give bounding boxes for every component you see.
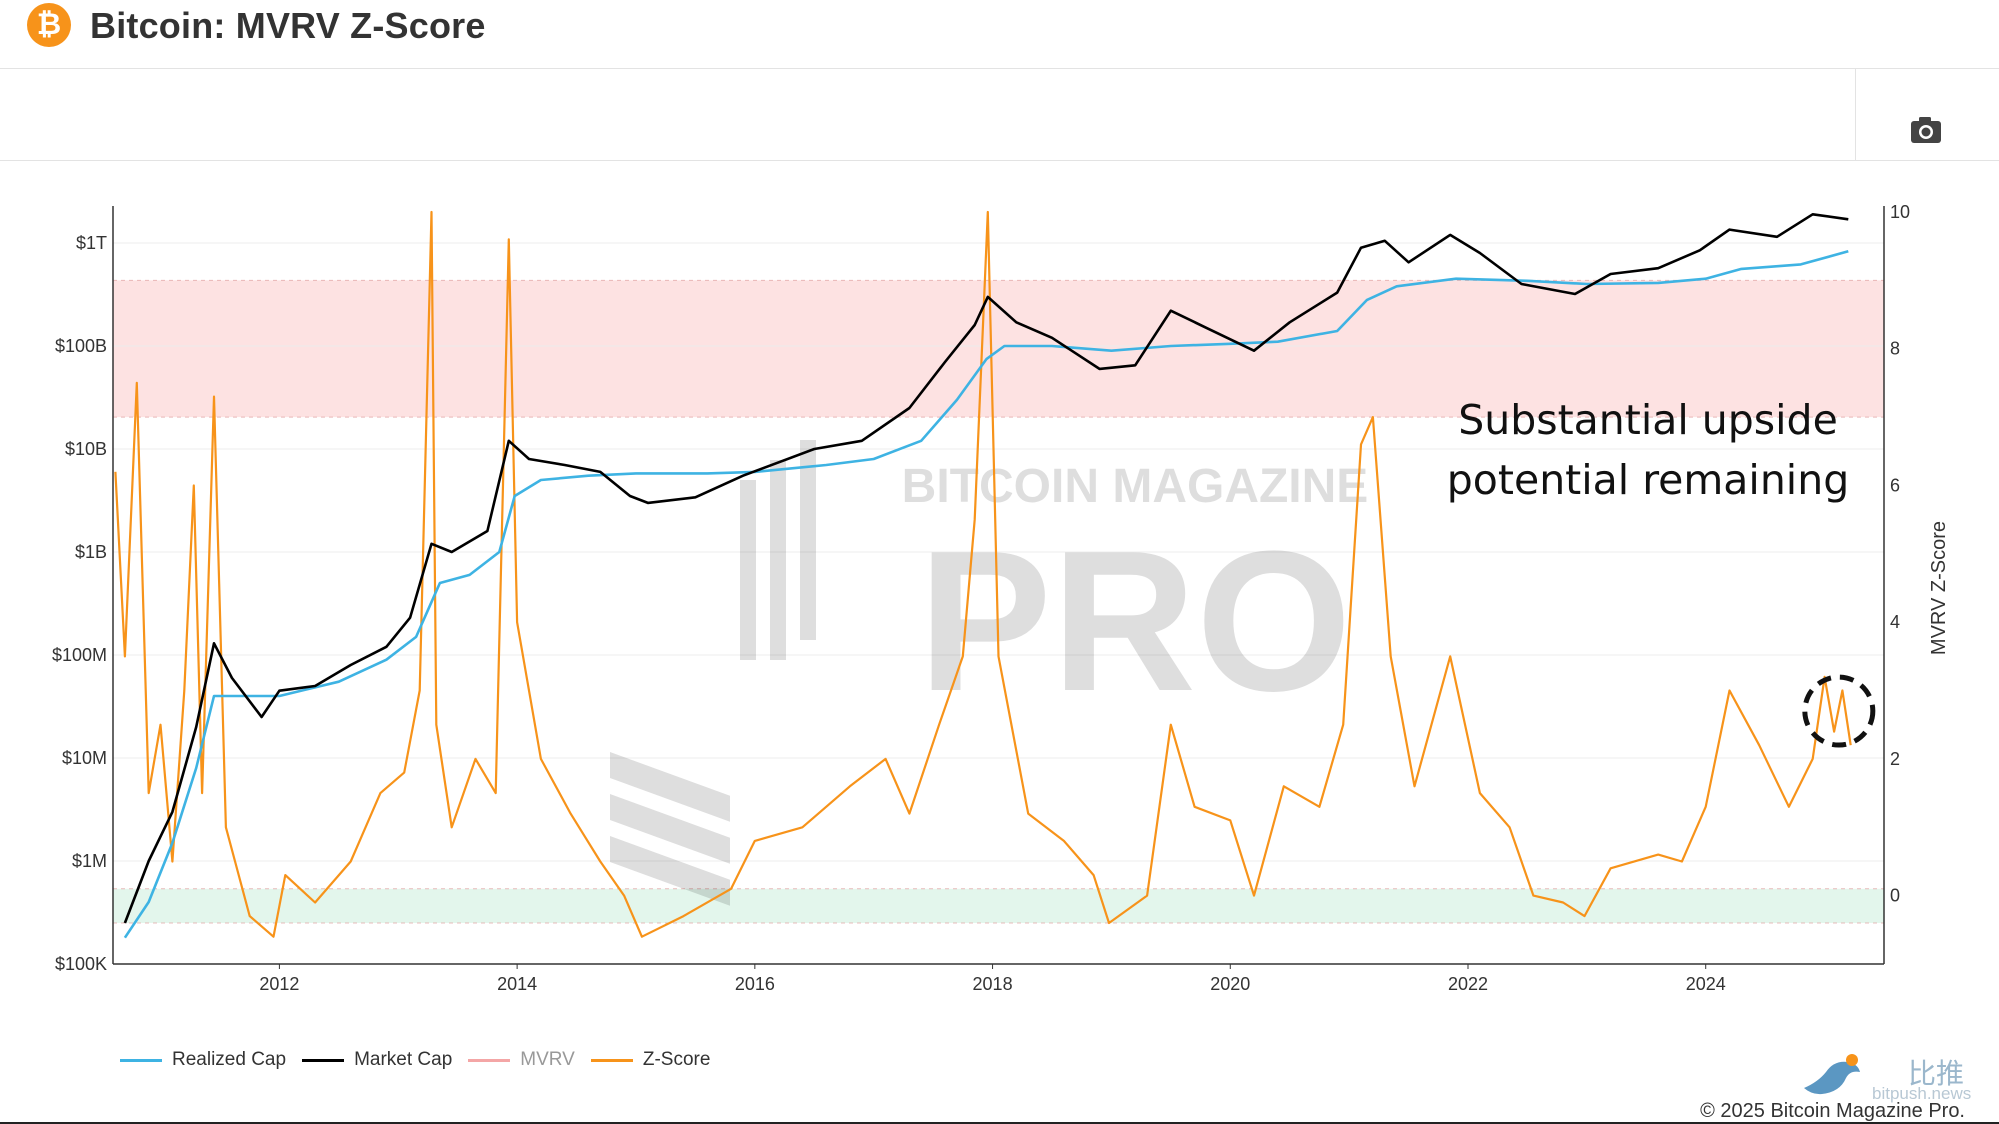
watermark: BITCOIN MAGAZINE PRO	[610, 440, 1368, 906]
chart-legend: Realized Cap Market Cap MVRV Z-Score	[120, 1048, 726, 1072]
legend-item-z-score[interactable]: Z-Score	[590, 1049, 711, 1071]
y-left-tick-label: $1T	[76, 233, 107, 253]
legend-item-realized-cap[interactable]: Realized Cap	[120, 1049, 286, 1071]
undervalued-band	[113, 888, 1884, 923]
series-layer	[114, 210, 1852, 939]
legend-label: Realized Cap	[172, 1049, 287, 1070]
y-right-tick-label: 4	[1890, 612, 1900, 632]
toolbar-divider	[1855, 69, 1856, 160]
legend-label: MVRV	[520, 1049, 575, 1070]
page-header: ₿ Bitcoin: MVRV Z-Score	[0, 0, 1999, 69]
x-tick-label: 2012	[259, 974, 299, 994]
x-tick-label: 2018	[973, 974, 1013, 994]
annotation-line-1: Substantial upside	[1458, 396, 1838, 444]
legend-swatch	[302, 1058, 345, 1062]
y-right-axis-title: MVRV Z-Score	[1928, 521, 1950, 655]
legend-label: Market Cap	[354, 1049, 453, 1070]
annotation-line-2: potential remaining	[1447, 456, 1849, 504]
y-left-tick-label: $100M	[52, 645, 107, 665]
z-score-line	[114, 210, 1852, 938]
legend-label: Z-Score	[642, 1049, 711, 1070]
x-tick-label: 2014	[497, 974, 537, 994]
y-right-tick-label: 8	[1890, 339, 1900, 359]
bitpush-en-text: bitpush.news	[1872, 1084, 1972, 1103]
legend-swatch	[468, 1058, 511, 1062]
legend-swatch	[120, 1058, 162, 1062]
bottom-rule	[0, 1122, 1999, 1124]
market-cap-line	[123, 213, 1849, 924]
copyright-text: © 2025 Bitcoin Magazine Pro.	[1700, 1100, 1965, 1122]
y-left-tick-label: $10M	[62, 748, 107, 768]
legend-item-market-cap[interactable]: Market Cap	[302, 1049, 452, 1071]
x-tick-label: 2024	[1686, 974, 1726, 994]
watermark-text-big: PRO	[918, 510, 1351, 733]
bitcoin-logo-icon: ₿	[27, 3, 71, 47]
y-left-tick-label: $10B	[65, 439, 107, 459]
bitpush-watermark: 比推 bitpush.news	[1800, 1052, 1990, 1103]
zone-bands	[113, 279, 1884, 924]
axes: $100K $1M $10M $100M $1B $10B $100B $1T 0 2 4 6 8 10 M…	[52, 202, 1950, 994]
y-right-tick-label: 10	[1890, 202, 1910, 222]
x-tick-label: 2020	[1210, 974, 1250, 994]
y-right-tick-label: 0	[1890, 886, 1900, 906]
annotation: Substantial upside potential remaining	[1447, 396, 1849, 504]
page-title: Bitcoin: MVRV Z-Score	[90, 5, 486, 46]
x-tick-label: 2016	[735, 974, 775, 994]
y-left-tick-label: $1B	[75, 542, 107, 562]
y-right-tick-label: 2	[1890, 749, 1900, 769]
y-right-tick-label: 6	[1890, 475, 1900, 495]
watermark-candles-icon	[610, 440, 816, 906]
legend-item-mvrv[interactable]: MVRV	[468, 1049, 575, 1071]
camera-icon[interactable]	[1908, 113, 1944, 147]
bird-icon	[1804, 1054, 1860, 1095]
legend-swatch	[590, 1058, 633, 1062]
y-left-tick-label: $1M	[72, 851, 107, 871]
watermark-text-top: BITCOIN MAGAZINE	[902, 460, 1369, 513]
y-left-tick-label: $100K	[55, 954, 107, 974]
highlight-circle	[1802, 674, 1876, 748]
x-tick-label: 2022	[1448, 974, 1488, 994]
realized-cap-line	[123, 250, 1849, 939]
mvrv-zscore-chart: BITCOIN MAGAZINE PRO $100K$1M$10M$100M$1…	[52, 202, 1950, 994]
chart-toolbar	[0, 69, 1999, 161]
y-left-tick-label: $100B	[55, 336, 107, 356]
bitpush-cn-text: 比推	[1908, 1058, 1965, 1089]
